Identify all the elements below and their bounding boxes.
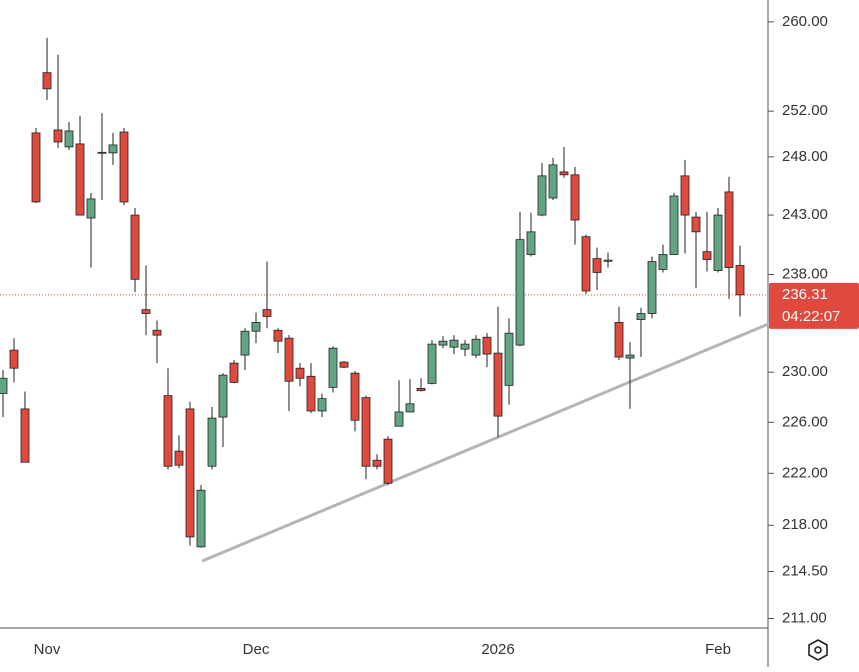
candle-body	[9, 349, 19, 369]
countdown-label: 04:22:07	[782, 308, 840, 325]
candle-body	[383, 438, 393, 484]
y-tick-label: 252.00	[782, 102, 828, 119]
candle-body	[361, 397, 371, 467]
candle-body	[548, 164, 558, 199]
candle-body	[680, 175, 690, 216]
candle-body	[449, 339, 459, 348]
y-tick-label: 226.00	[782, 413, 828, 430]
settings-button[interactable]	[808, 639, 828, 661]
candle-body	[581, 236, 591, 292]
x-tick-label: Dec	[243, 641, 270, 658]
candle-body	[614, 322, 624, 358]
candle-body	[229, 362, 239, 383]
candle-body	[284, 337, 294, 382]
candle-body	[394, 411, 404, 427]
candle-body	[20, 408, 30, 463]
settings-icon[interactable]	[808, 639, 828, 661]
candle-body	[295, 367, 305, 379]
candle-body	[702, 251, 712, 260]
candle-body	[669, 195, 679, 255]
x-tick-label: Nov	[34, 641, 61, 658]
candle-body	[273, 329, 283, 342]
x-tick-label: Feb	[705, 641, 731, 658]
candle-body	[438, 340, 448, 346]
candle-body	[196, 489, 206, 548]
candle-body	[460, 343, 470, 350]
candle-body	[603, 259, 613, 262]
settings-icon-center[interactable]	[814, 646, 822, 654]
candle-body	[658, 254, 668, 270]
candle-body	[482, 336, 492, 355]
candle-body	[526, 231, 536, 255]
y-tick-label: 211.00	[782, 609, 827, 626]
y-tick-label: 222.00	[782, 464, 828, 481]
candle-body	[405, 403, 415, 413]
candle-body	[119, 131, 129, 203]
trendline	[201, 322, 769, 563]
last-price-label: 236.31	[782, 286, 828, 303]
candle-body	[141, 309, 151, 314]
candle-body	[350, 372, 360, 421]
x-tick-label: 2026	[481, 641, 514, 658]
candle-body	[64, 130, 74, 148]
y-tick-label: 238.00	[782, 265, 828, 282]
candle-body	[713, 214, 723, 271]
candle-body	[218, 374, 228, 418]
candle-body	[471, 338, 481, 356]
candle-body	[515, 239, 525, 346]
candle-body	[152, 329, 162, 336]
candle-body	[339, 361, 349, 368]
candle-body	[625, 354, 635, 359]
candle-body	[647, 261, 657, 314]
candle-body	[86, 198, 96, 219]
candle-body	[251, 322, 261, 332]
candle-body	[53, 129, 63, 143]
candle-body	[559, 171, 569, 176]
candle-body	[0, 377, 8, 394]
candle-body	[427, 343, 437, 384]
candle-body	[31, 132, 41, 203]
candle-body	[724, 191, 734, 268]
candle-body	[504, 332, 514, 386]
candle-body	[317, 398, 327, 412]
candle-body	[735, 265, 745, 296]
y-tick-label: 243.00	[782, 206, 828, 223]
candle-body	[42, 72, 52, 90]
candle-body	[163, 395, 173, 467]
y-tick-label: 218.00	[782, 516, 828, 533]
candle-body	[97, 151, 107, 154]
y-tick-label: 260.00	[782, 13, 828, 30]
candle-body	[207, 417, 217, 467]
candle-body	[130, 214, 140, 280]
y-tick-label: 248.00	[782, 148, 828, 165]
candle-body	[185, 408, 195, 538]
y-tick-label: 230.00	[782, 363, 828, 380]
candle-body	[262, 309, 272, 317]
candle-body	[592, 258, 602, 273]
candle-body	[306, 375, 316, 412]
candle-body	[108, 144, 118, 154]
candle-body	[372, 459, 382, 467]
candle-body	[75, 143, 85, 216]
candle-body	[328, 347, 338, 388]
y-tick-label: 214.50	[782, 562, 828, 579]
candle-body	[570, 174, 580, 221]
candle-body	[537, 175, 547, 216]
candle-body	[636, 313, 646, 320]
candle-body	[493, 352, 503, 417]
last-price-tag	[769, 282, 859, 329]
candle-body	[240, 330, 250, 356]
candle-body	[691, 216, 701, 233]
candle-body	[174, 450, 184, 466]
candle-body	[416, 387, 426, 391]
